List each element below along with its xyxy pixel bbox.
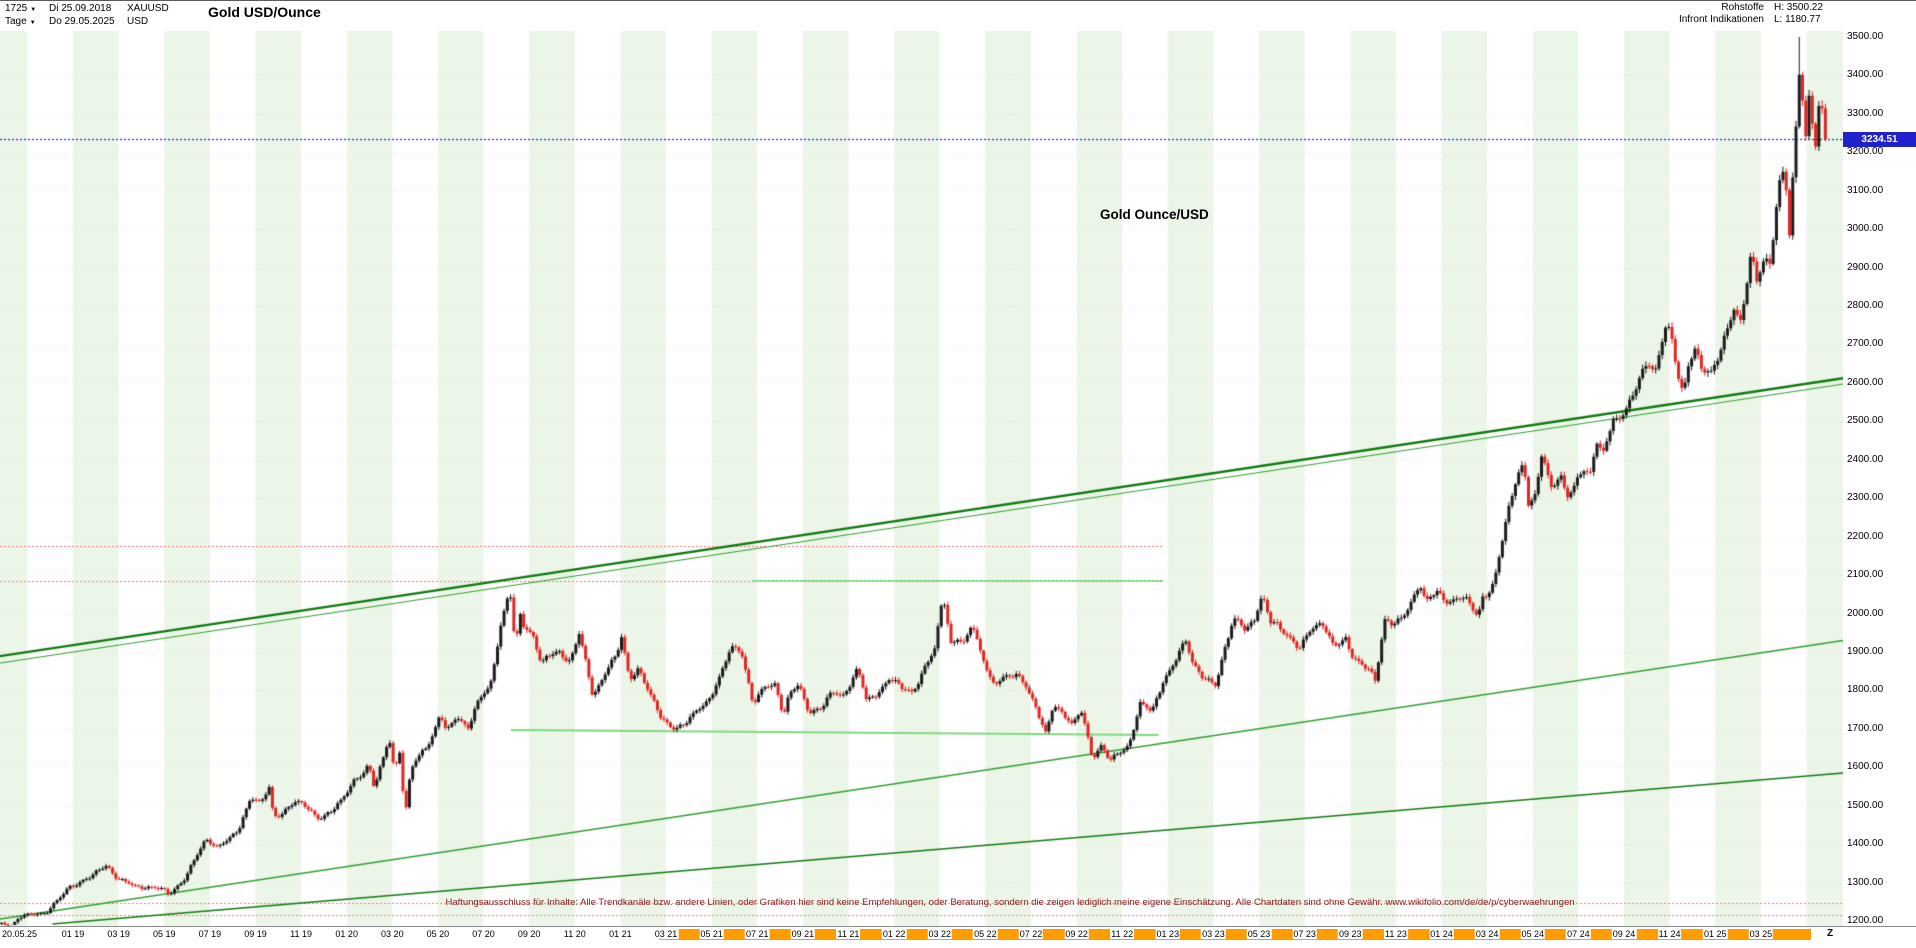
x-axis-label: 09 24 (1611, 929, 1637, 939)
time-axis[interactable]: 20.05.25 Z 01 19 03 19 05 19 07 19 09 19 11 1… (0, 926, 1916, 942)
y-axis-label: 2200.00 (1847, 530, 1884, 542)
source-label: Infront Indikationen (1678, 14, 1764, 25)
x-axis-label: 09 20 (517, 929, 541, 939)
y-axis-label: 3400.00 (1847, 69, 1884, 81)
x-axis-label: 03 23 (1201, 929, 1226, 939)
currency-label: USD (127, 16, 149, 27)
x-axis-label: 09 19 (244, 929, 267, 939)
low-value: L: 1180.77 (1774, 14, 1821, 25)
category-label: Rohstoffe (1721, 2, 1764, 13)
zoom-button[interactable]: Z (1827, 928, 1834, 939)
y-axis-label: 2500.00 (1847, 415, 1884, 427)
symbol-label: XAUUSD (127, 3, 169, 14)
y-axis-label: 3000.00 (1847, 223, 1884, 235)
x-axis-label: 09 21 (790, 929, 816, 939)
x-axis-label: 03 25 (1748, 929, 1774, 939)
timeframe-dropdown[interactable]: Tage ▼ (5, 15, 49, 28)
price-axis[interactable]: 3234.51 3500.00 3400.00 3300.00 3200.00 3100… (1843, 1, 1916, 948)
x-axis-label: 03 20 (381, 929, 404, 939)
y-axis-label: 1400.00 (1847, 838, 1884, 850)
y-axis-label: 2700.00 (1847, 338, 1884, 350)
y-axis-label: 2400.00 (1847, 453, 1884, 465)
y-axis-label: 2600.00 (1847, 376, 1884, 388)
y-axis-label: 3300.00 (1847, 107, 1884, 119)
x-axis-label: 01 19 (61, 929, 85, 939)
y-axis-label: 1900.00 (1847, 645, 1884, 657)
x-axis-label: 05 19 (152, 929, 176, 939)
y-axis-label: 3100.00 (1847, 184, 1884, 196)
x-axis-label: 11 21 (836, 929, 861, 939)
x-axis-start-label: 20.05.25 (2, 929, 38, 939)
x-axis-label: 01 21 (609, 929, 632, 939)
start-date: Di 25.09.2018 (49, 3, 112, 14)
x-axis-label: 11 19 (290, 929, 313, 939)
x-axis-label: 07 20 (472, 929, 495, 939)
y-axis-label: 1200.00 (1847, 915, 1884, 926)
x-axis-label: 05 24 (1520, 929, 1546, 939)
y-axis-label: 2100.00 (1847, 569, 1884, 581)
bars-count-value: 1725 (5, 3, 28, 14)
x-axis-label: 07 24 (1566, 929, 1591, 939)
x-axis-label: 03 24 (1474, 929, 1500, 939)
x-axis-label: 01 25 (1702, 929, 1728, 939)
x-axis-highlight-band (659, 929, 1812, 940)
x-axis-label: 07 23 (1292, 929, 1317, 939)
x-axis-label: 05 20 (426, 929, 450, 939)
x-axis-label: 09 23 (1338, 929, 1363, 939)
x-axis-label: 03 19 (107, 929, 130, 939)
y-axis-label: 1800.00 (1847, 684, 1884, 696)
x-axis-label: 01 20 (335, 929, 358, 939)
y-axis-label: 1700.00 (1847, 722, 1884, 734)
x-axis-label: 05 21 (699, 929, 724, 939)
x-axis-label: 05 23 (1246, 929, 1272, 939)
price-chart-canvas[interactable] (0, 31, 1843, 926)
y-axis-label: 2300.00 (1847, 492, 1884, 504)
x-axis-label: 09 22 (1064, 929, 1089, 939)
y-axis-label: 1600.00 (1847, 761, 1884, 773)
caret-down-icon: ▼ (30, 6, 37, 13)
instrument-info: Rohstoffe H: 3500.22 Infront Indikatione… (1679, 2, 1838, 26)
chart-header: 1725 ▼ Di 25.09.2018 XAUUSD Tage ▼ Do 29… (0, 1, 1916, 31)
x-axis-label: 07 22 (1018, 929, 1044, 939)
y-axis-label: 2900.00 (1847, 261, 1884, 273)
y-axis-label: 1300.00 (1847, 876, 1884, 888)
x-axis-label: 11 24 (1657, 929, 1682, 939)
x-axis-label: 07 21 (744, 929, 770, 939)
x-axis-label: 01 23 (1155, 929, 1181, 939)
disclaimer-text: Haftungsausschluss für Inhalte: Alle Tre… (445, 897, 1575, 908)
x-axis-label: 11 23 (1383, 929, 1408, 939)
chart-settings: 1725 ▼ Di 25.09.2018 XAUUSD Tage ▼ Do 29… (5, 2, 169, 28)
x-axis-label: 03 21 (653, 929, 679, 939)
timeframe-value: Tage (5, 16, 27, 27)
y-axis-label: 3200.00 (1847, 146, 1884, 158)
chart-annotation: Gold Ounce/USD (1100, 207, 1209, 222)
x-axis-label: 05 22 (973, 929, 998, 939)
x-axis-label: 11 22 (1110, 929, 1135, 939)
last-price-tag: 3234.51 (1843, 131, 1916, 147)
bars-count-dropdown[interactable]: 1725 ▼ (5, 2, 49, 15)
x-axis-label: 01 22 (881, 929, 907, 939)
x-axis-label: 11 20 (563, 929, 586, 939)
chart-title: Gold USD/Ounce (208, 4, 321, 20)
y-axis-label: 2000.00 (1847, 607, 1884, 619)
y-axis-label: 2800.00 (1847, 300, 1884, 312)
y-axis-label: 1500.00 (1847, 799, 1884, 811)
y-axis-label: 3500.00 (1847, 31, 1884, 42)
x-axis-label: 01 24 (1429, 929, 1454, 939)
caret-down-icon: ▼ (29, 19, 36, 26)
x-axis-label: 07 19 (198, 929, 222, 939)
end-date: Do 29.05.2025 (49, 16, 115, 27)
x-axis-label: 03 22 (927, 929, 952, 939)
high-value: H: 3500.22 (1774, 2, 1823, 13)
